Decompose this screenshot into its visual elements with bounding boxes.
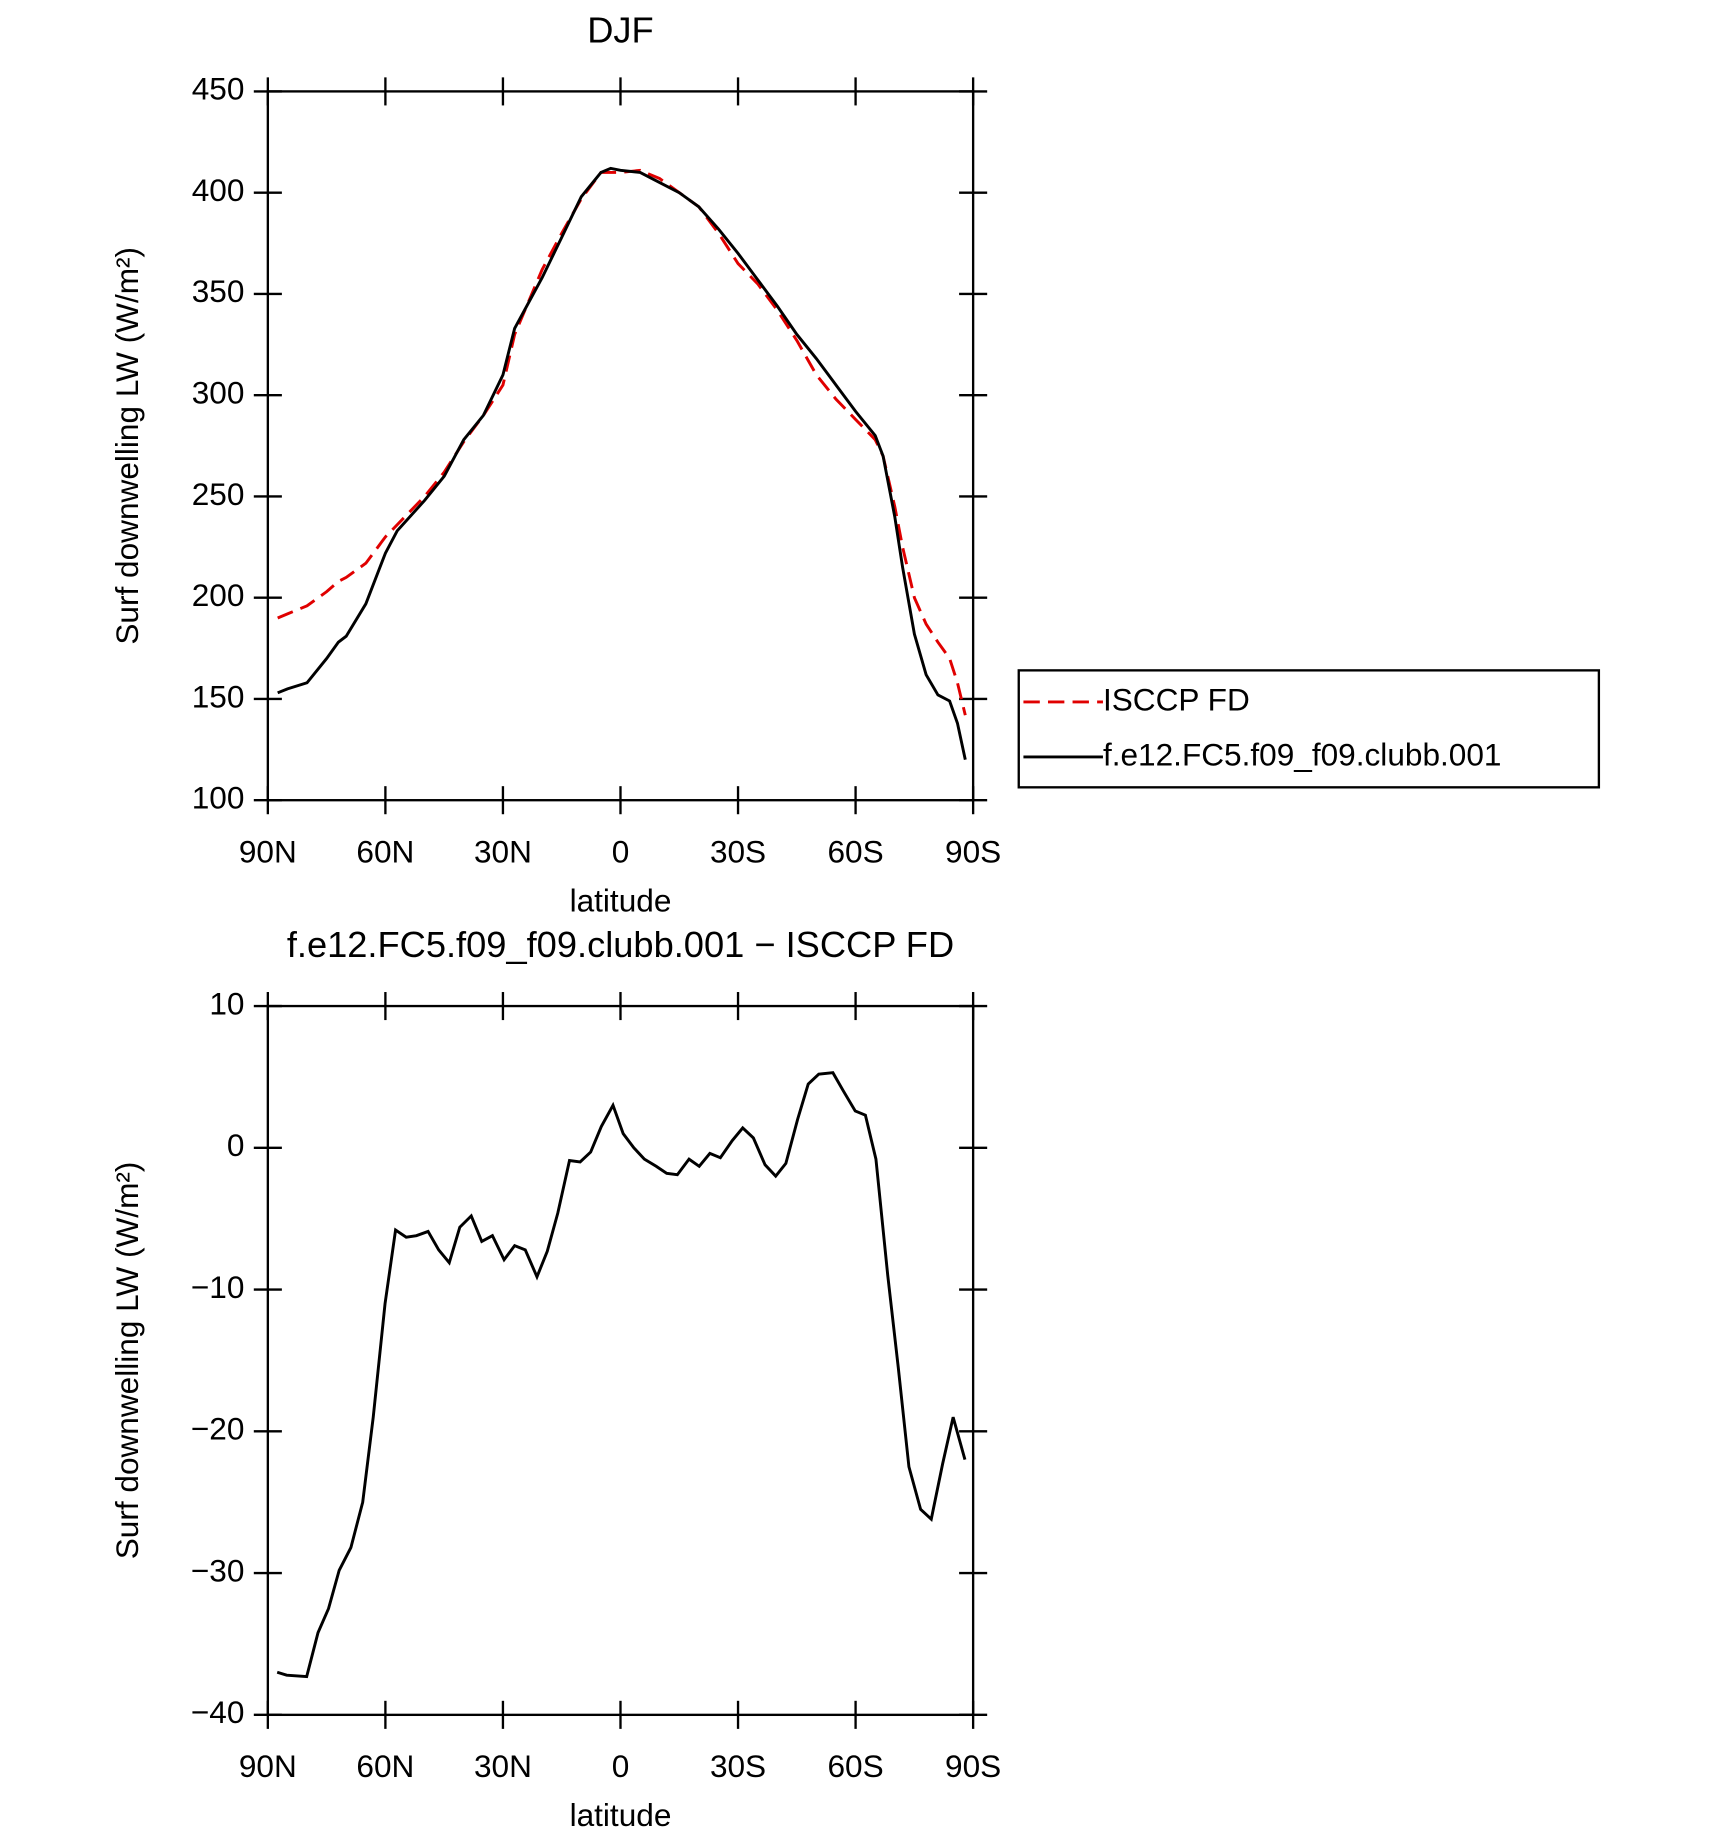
y-tick-label: −10 <box>191 1269 245 1305</box>
y-tick-label: 0 <box>227 1127 245 1163</box>
x-tick-label: 0 <box>612 1748 630 1784</box>
data-line <box>277 168 967 716</box>
chart-title: f.e12.FC5.f09_f09.clubb.001 − ISCCP FD <box>287 924 954 965</box>
y-tick-label: 100 <box>192 780 245 816</box>
legend-box <box>1017 669 1601 789</box>
y-tick-label: −30 <box>191 1552 245 1588</box>
y-tick-label: −40 <box>191 1694 245 1730</box>
plot-frame <box>266 90 975 802</box>
x-tick-label: 0 <box>612 833 630 869</box>
x-tick-label: 30N <box>474 833 532 869</box>
x-axis-label: latitude <box>570 882 672 918</box>
y-tick-label: 350 <box>192 273 245 309</box>
x-tick-label: 60N <box>356 1748 414 1784</box>
data-line <box>276 1071 967 1679</box>
y-tick-label: 10 <box>209 985 244 1021</box>
x-tick-label: 90S <box>945 833 1001 869</box>
chart-title: DJF <box>587 9 653 50</box>
y-tick-label: 150 <box>192 678 245 714</box>
x-tick-label: 90S <box>945 1748 1001 1784</box>
y-tick-label: 300 <box>192 375 245 411</box>
y-axis-label: Surf downwelling LW (W/m²) <box>109 1162 145 1560</box>
y-axis-label: Surf downwelling LW (W/m²) <box>109 247 145 645</box>
x-tick-label: 30N <box>474 1748 532 1784</box>
data-line <box>277 166 967 761</box>
x-tick-label: 60S <box>827 833 883 869</box>
y-tick-label: −20 <box>191 1411 245 1447</box>
x-tick-label: 60S <box>827 1748 883 1784</box>
x-tick-label: 30S <box>710 833 766 869</box>
legend-label: ISCCP FD <box>1103 681 1250 717</box>
y-tick-label: 450 <box>192 71 245 107</box>
y-tick-label: 400 <box>192 172 245 208</box>
legend-label: f.e12.FC5.f09_f09.clubb.001 <box>1103 736 1502 772</box>
x-axis-label: latitude <box>570 1797 672 1833</box>
x-tick-label: 30S <box>710 1748 766 1784</box>
x-tick-label: 90N <box>239 1748 297 1784</box>
plot-frame <box>266 1004 975 1717</box>
y-tick-label: 200 <box>192 577 245 613</box>
y-tick-label: 250 <box>192 476 245 512</box>
x-tick-label: 90N <box>239 833 297 869</box>
x-tick-label: 60N <box>356 833 414 869</box>
